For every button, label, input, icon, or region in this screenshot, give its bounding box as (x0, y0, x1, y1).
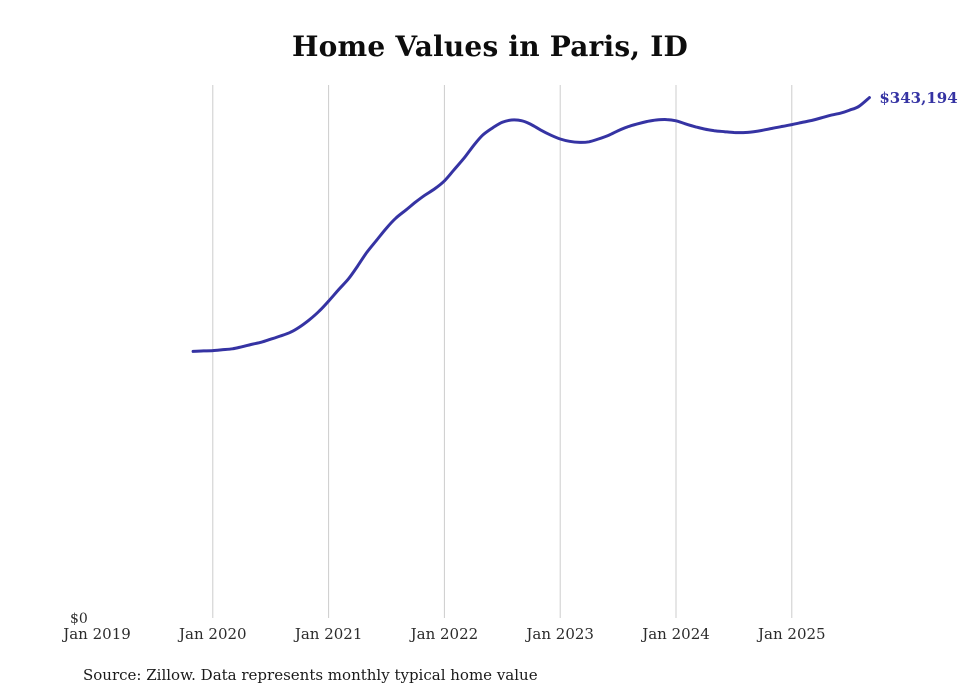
y-axis-zero-label: $0 (70, 611, 88, 627)
end-value-label: $343,194 (879, 88, 958, 107)
home-value-line (191, 96, 871, 353)
source-note: Source: Zillow. Data represents monthly … (83, 666, 538, 684)
chart-title: Home Values in Paris, ID (292, 30, 688, 63)
